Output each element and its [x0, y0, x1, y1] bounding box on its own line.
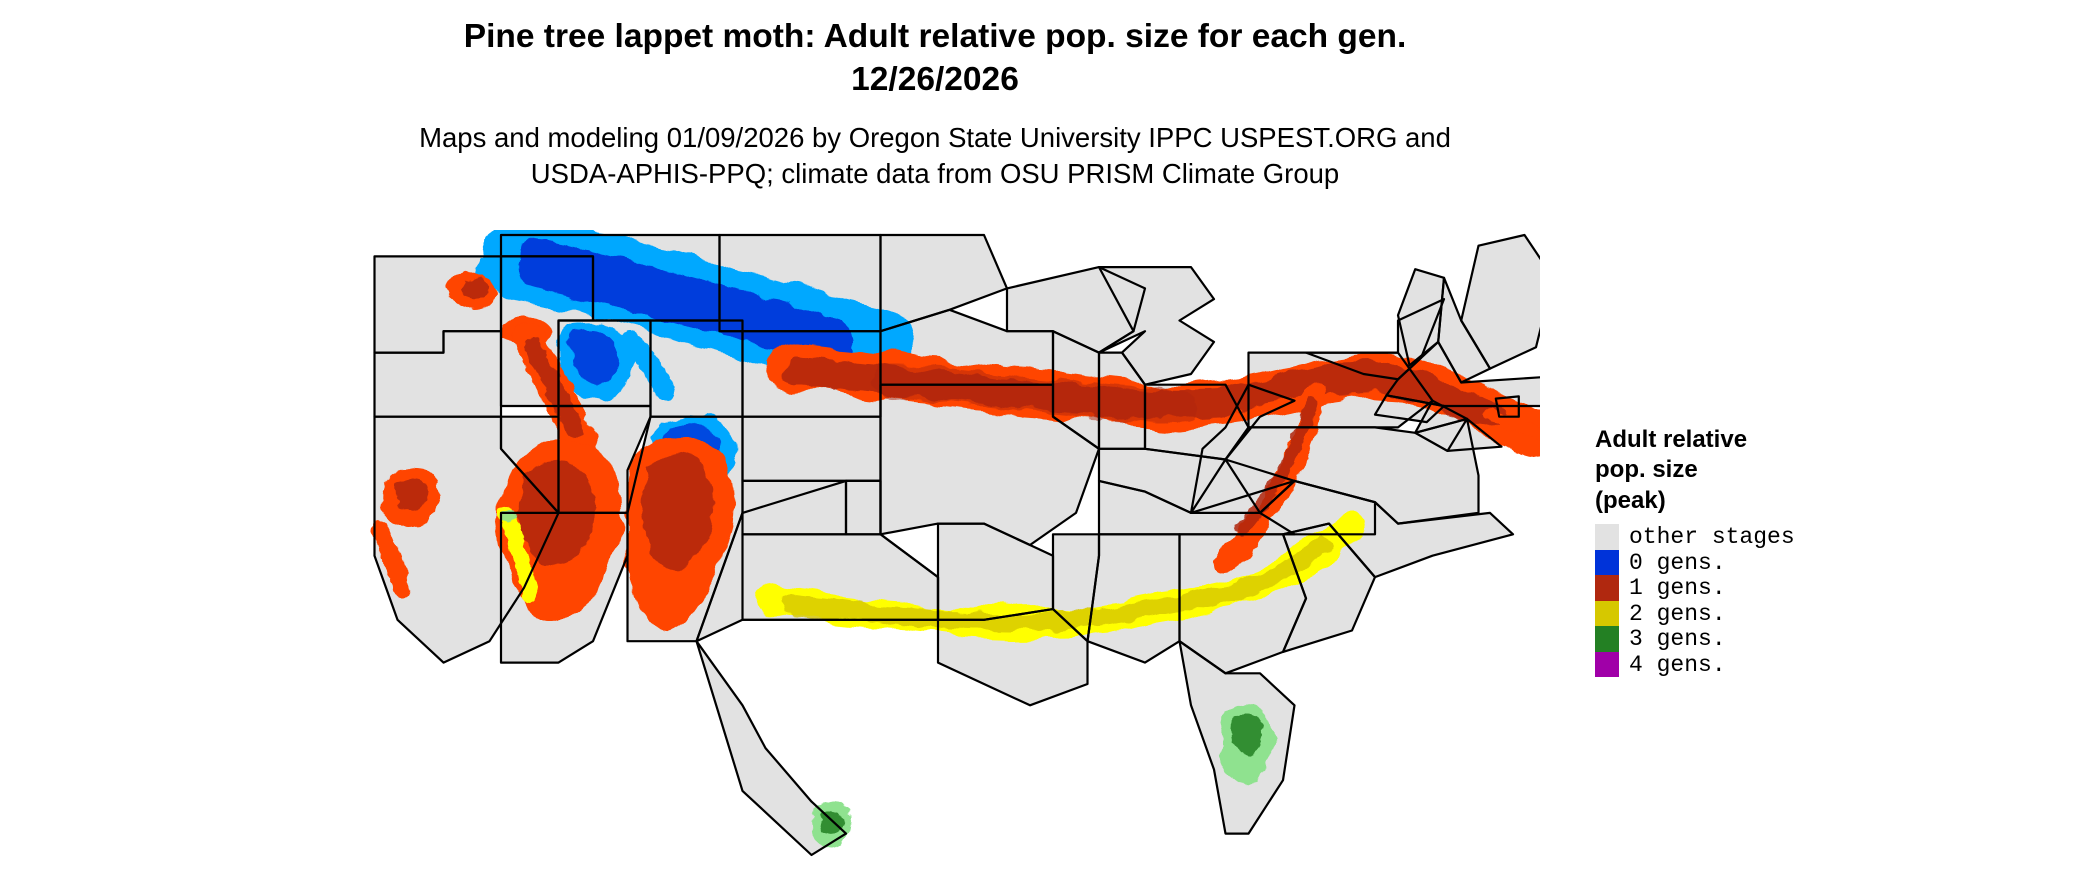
NE	[743, 417, 881, 481]
